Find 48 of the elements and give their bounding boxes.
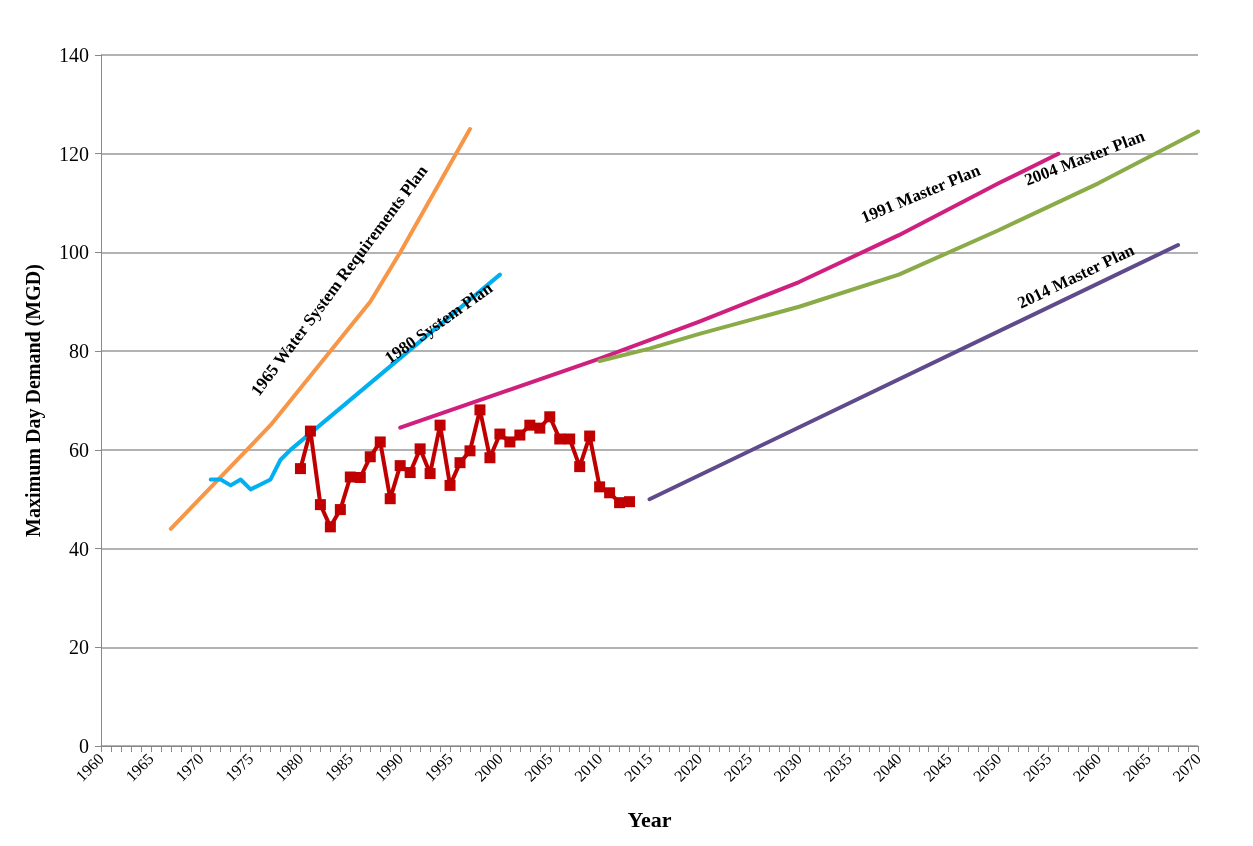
- text: 1991 Master Plan: [858, 160, 984, 227]
- point: [404, 467, 416, 479]
- point: [384, 493, 396, 505]
- text: 2004 Master Plan: [1021, 126, 1148, 190]
- x-axis-title: Year: [627, 806, 672, 832]
- point: [484, 452, 496, 464]
- point: [594, 481, 606, 493]
- point: [514, 429, 526, 441]
- y-tick-label: 0: [79, 735, 89, 757]
- point: [554, 433, 566, 445]
- point: [584, 430, 596, 442]
- y-tick-label: 100: [59, 241, 89, 264]
- point: [304, 425, 316, 437]
- point: [414, 443, 426, 455]
- y-tick-label: 120: [59, 142, 89, 165]
- point: [444, 479, 456, 491]
- point: [394, 460, 406, 472]
- point: [604, 487, 616, 499]
- point: [494, 428, 506, 440]
- point: [294, 463, 306, 475]
- point: [424, 468, 436, 480]
- point: [434, 419, 446, 431]
- point: [324, 521, 336, 533]
- line-series: [597, 129, 1200, 364]
- point: [524, 419, 536, 431]
- y-tick-label: 140: [59, 44, 89, 66]
- point: [364, 451, 376, 463]
- y-tick-label: 60: [69, 438, 89, 461]
- point: [454, 457, 466, 469]
- x-tick-label: 1970: [172, 749, 207, 785]
- point: [534, 422, 546, 434]
- point: [504, 436, 516, 448]
- y-tick-label: 80: [69, 340, 89, 363]
- point: [374, 436, 386, 448]
- point: [354, 472, 366, 483]
- point: [544, 411, 556, 423]
- point: [314, 499, 326, 511]
- point: [344, 471, 356, 483]
- point: [474, 404, 486, 416]
- point: [464, 445, 476, 457]
- point: [334, 504, 346, 516]
- y-axis-title: Maximum Day Demand (MGD): [22, 264, 45, 537]
- point: [624, 496, 636, 508]
- point: [574, 461, 586, 473]
- y-tick-label: 40: [69, 537, 89, 560]
- point: [564, 433, 576, 445]
- point: [614, 497, 626, 509]
- y-tick-label: 20: [69, 636, 89, 659]
